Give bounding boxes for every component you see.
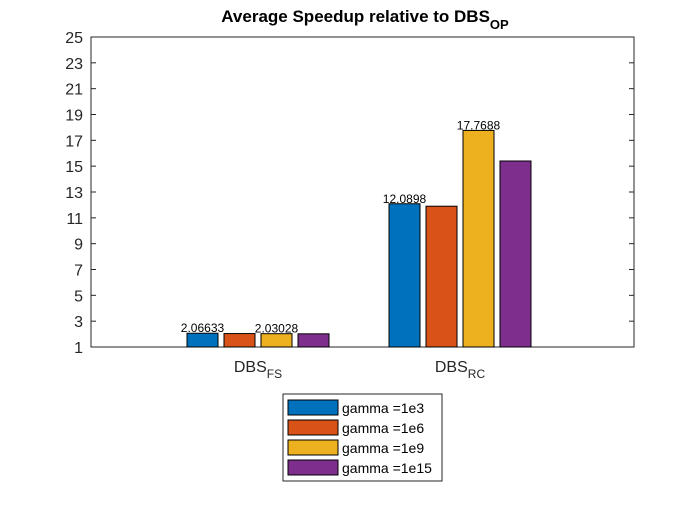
bar-series-0-category-1 [388,203,421,348]
x-category-subscript: FS [267,367,282,381]
y-tick-label: 7 [74,263,83,280]
data-labels-group: 2.06633 2.03028 12.0898 17.7688 [181,118,501,335]
x-category-label: DBSFS [234,359,282,381]
legend-swatch [287,439,339,456]
y-tick-label: 11 [66,211,83,228]
y-tick-label: 15 [65,159,83,176]
bar-series-3-category-1 [499,160,532,348]
y-tick-label: 19 [65,108,83,125]
bar-series-0-category-0 [186,332,219,348]
legend-label: gamma =1e15 [342,460,432,476]
legend-label: gamma =1e6 [342,420,424,436]
bar-series-1-category-1 [425,205,458,348]
legend-label: gamma =1e3 [342,400,424,416]
legend-swatch [287,459,339,476]
x-category-main: DBS [234,359,267,376]
bar-series-2-category-0 [260,333,293,348]
x-category-subscript: RC [468,367,486,381]
y-tick-label: 1 [74,340,83,357]
legend-swatch [287,399,339,416]
y-tick-label: 17 [65,133,83,150]
legend-label: gamma =1e9 [342,440,424,456]
y-tick-label: 3 [74,314,83,331]
legend: gamma =1e3 gamma =1e6 gamma =1e9 gamma =1e1… [282,393,443,482]
y-tick-label: 5 [74,288,83,305]
y-tick-label: 13 [65,185,83,202]
bar-series-1-category-0 [223,333,256,348]
data-label: 2.06633 [181,321,225,335]
data-label: 2.03028 [255,322,299,336]
x-category-main: DBS [435,359,468,376]
legend-swatch [287,419,339,436]
chart-title-subscript: OP [490,17,509,32]
x-axis-categories: DBSFS DBSRC [234,359,486,381]
bar-series-2-category-1 [462,129,495,348]
chart-title: Average Speedup relative to DBSOP [221,7,509,32]
bar-series-3-category-0 [297,333,330,348]
x-category-label: DBSRC [435,359,486,381]
y-tick-label: 23 [65,56,83,73]
bars-group [186,129,532,348]
y-tick-label: 9 [74,237,83,254]
y-tick-label: 25 [65,30,83,47]
data-label: 12.0898 [383,192,427,206]
data-label: 17.7688 [457,118,501,132]
plot-area [90,36,635,348]
chart-title-main: Average Speedup relative to DBS [221,7,490,26]
y-tick-label: 21 [65,82,83,99]
